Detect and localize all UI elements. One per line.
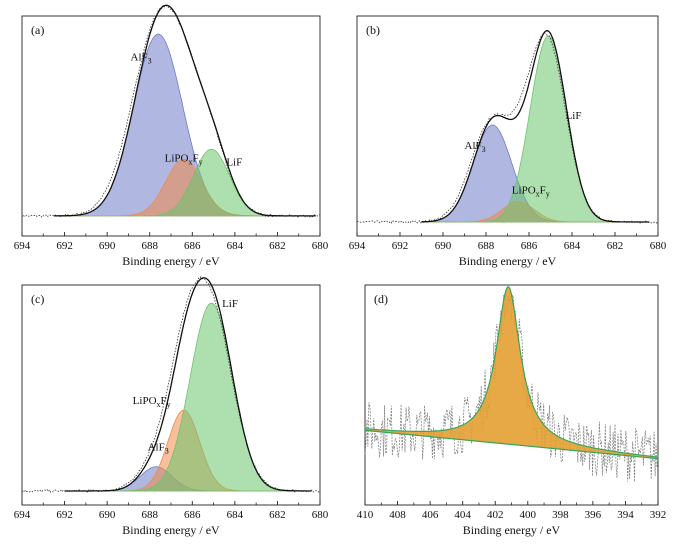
peak-label-LiF: LiF [222,298,238,310]
x-tick-label: 394 [617,509,634,521]
x-tick-label: 690 [435,240,452,252]
x-tick-label: 396 [585,509,602,521]
fit-envelope-a [53,4,316,217]
x-tick-label: 694 [349,240,366,252]
fit-envelope-d [364,286,659,458]
x-tick-label: 682 [269,240,286,252]
x-tick-label: 398 [552,509,569,521]
component-LiF [64,302,312,492]
panel-label: (d) [374,292,388,306]
peak-label-AlF3: AlF3 [465,140,486,154]
panel-label: (a) [31,23,44,37]
panel-b: 694 692 690 688 686 684 682 680 Binding energy /… [349,15,667,268]
peak-label-LiPOxFy: LiPOxFy [512,185,550,199]
x-tick-label: 410 [357,509,374,521]
x-tick-label: 682 [607,240,624,252]
component-N1s [365,286,658,459]
x-tick-label: 404 [454,509,471,521]
x-tick-label: 692 [56,509,73,521]
panel-d: 410 408 406 404 402 400 398 396 394 392 Binding en… [357,284,667,537]
x-axis-label: Binding energy / eV [122,254,220,268]
panel-label: (c) [31,292,44,306]
background-line-d [364,429,659,460]
x-tick-label: 402 [487,509,504,521]
peak-label-AlF3: AlF3 [148,442,169,456]
panel-a: 694 692 690 688 686 684 682 680 Binding energy /… [14,4,329,268]
x-tick-label: 686 [184,240,201,252]
x-tick-label: 688 [141,509,158,521]
x-tick-label: 392 [650,509,667,521]
x-tick-label: 682 [269,509,286,521]
x-tick-label: 680 [650,240,667,252]
x-tick-label: 684 [564,240,581,252]
x-tick-label: 690 [99,509,116,521]
x-tick-label: 406 [422,509,439,521]
x-axis-label: Binding energy / eV [122,523,220,537]
peak-label-LiPOxFy: LiPOxFy [165,152,203,166]
fit-envelope-b [421,30,650,223]
raw-spectrum-b [356,31,659,224]
x-tick-label: 686 [184,509,201,521]
x-tick-label: 680 [312,509,329,521]
x-tick-label: 684 [227,240,244,252]
x-tick-label: 694 [14,240,31,252]
panel-label: (b) [366,23,380,37]
x-axis-label: Binding energy / eV [463,523,561,537]
x-tick-label: 692 [56,240,73,252]
x-tick-label: 680 [312,240,329,252]
x-tick-label: 688 [141,240,158,252]
x-tick-label: 684 [227,509,244,521]
peak-label-AlF3: AlF3 [131,51,152,65]
fit-envelope-c [64,277,312,492]
peak-label-LiF: LiF [226,156,242,168]
x-tick-label: 694 [14,509,31,521]
x-tick-label: 688 [478,240,495,252]
x-axis-label: Binding energy / eV [459,254,557,268]
peak-label-LiF: LiF [566,110,582,122]
x-tick-label: 692 [392,240,409,252]
x-tick-label: 690 [99,240,116,252]
x-tick-label: 686 [521,240,538,252]
x-tick-label: 400 [520,509,537,521]
peak-label-LiPOxFy: LiPOxFy [133,395,171,409]
panel-c: 694 692 690 688 686 684 682 680 Binding energy /… [14,276,329,537]
x-tick-label: 408 [389,509,406,521]
